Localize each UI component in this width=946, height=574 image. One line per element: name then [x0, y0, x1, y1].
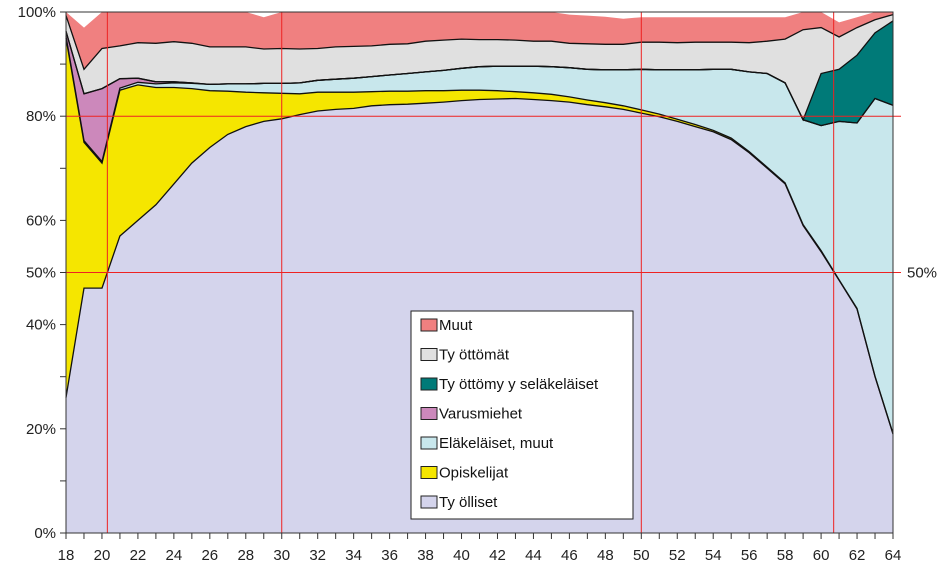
legend-swatch [420, 407, 438, 420]
legend-label: Ty öttömy y seläkeläiset [439, 376, 599, 393]
x-tick-label: 58 [777, 547, 794, 564]
legend-swatch [420, 466, 438, 479]
legend-item: Eläkeläiset, muut [420, 435, 554, 452]
line-opiskelijat [65, 37, 894, 434]
x-tick-label: 20 [94, 547, 111, 564]
y-tick-label: 20% [26, 421, 56, 438]
legend-item: Ty öttömät [420, 347, 510, 364]
line-työttömät [65, 13, 894, 71]
y-tick-label: 0% [34, 525, 56, 542]
reference-lines [66, 12, 901, 533]
legend-item: Muut [420, 317, 473, 334]
legend-swatch [420, 495, 438, 509]
area-työttömyyseläkeläiset [66, 20, 893, 126]
x-tick-label: 44 [525, 547, 542, 564]
y-tick-label: 40% [26, 317, 56, 334]
right-axis-label: 50% [907, 265, 937, 282]
x-tick-label: 24 [166, 547, 183, 564]
x-tick-label: 64 [885, 547, 902, 564]
x-tick-label: 38 [417, 547, 434, 564]
line-työttömyyseläkeläiset [65, 20, 894, 122]
series-boundary-lines [65, 13, 894, 435]
x-tick-label: 32 [309, 547, 326, 564]
x-tick-label: 56 [741, 547, 758, 564]
legend-item: Ty öttömy y seläkeläiset [420, 376, 599, 393]
x-tick-label: 36 [381, 547, 398, 564]
x-tick-label: 22 [130, 547, 147, 564]
y-tick-label: 60% [26, 212, 56, 229]
x-tick-label: 48 [597, 547, 614, 564]
legend-swatch [420, 348, 438, 361]
line-työlliset [65, 97, 894, 435]
legend-label: Ty ölliset [439, 494, 498, 511]
x-tick-label: 50 [633, 547, 650, 564]
x-tick-label: 60 [813, 547, 830, 564]
legend-item: Ty ölliset [420, 494, 498, 511]
area-työttömät [66, 14, 893, 120]
x-tick-label: 52 [669, 547, 686, 564]
legend-label: Ty öttömät [439, 347, 510, 364]
y-tick-label: 80% [26, 108, 56, 125]
legend-box [410, 310, 634, 520]
x-tick-label: 18 [58, 547, 75, 564]
legend-label: Opiskelijat [439, 465, 509, 482]
x-tick-label: 62 [849, 547, 866, 564]
x-tick-label: 40 [453, 547, 470, 564]
x-tick-label: 28 [237, 547, 254, 564]
legend-label: Eläkeläiset, muut [439, 435, 554, 452]
legend-label: Varusmiehet [439, 406, 523, 423]
y-tick-label: 50% [26, 265, 56, 282]
legend-swatch [420, 318, 438, 332]
x-tick-label: 42 [489, 547, 506, 564]
x-tick-label: 30 [273, 547, 290, 564]
x-tick-label: 34 [345, 547, 362, 564]
x-tick-label: 54 [705, 547, 722, 564]
legend-item: Opiskelijat [420, 465, 509, 482]
legend-swatch [420, 377, 438, 391]
x-tick-label: 26 [201, 547, 218, 564]
y-tick-label: 100% [18, 4, 56, 21]
legend: Muut Ty öttömät Ty öttömy y seläkeläiset Va… [410, 310, 634, 520]
legend-label: Muut [439, 317, 473, 334]
y-axis: 0% 20% 40% 50% 60% 80% 100% [18, 4, 66, 542]
x-axis: 18 20 22 24 26 28 30 32 34 36 38 40 42 44 46 48 50 52 54 56… [58, 533, 902, 564]
legend-swatch [420, 436, 438, 450]
x-tick-label: 46 [561, 547, 578, 564]
legend-item: Varusmiehet [420, 406, 523, 423]
right-50-label: 50% [907, 265, 937, 282]
area-muut [66, 12, 893, 70]
